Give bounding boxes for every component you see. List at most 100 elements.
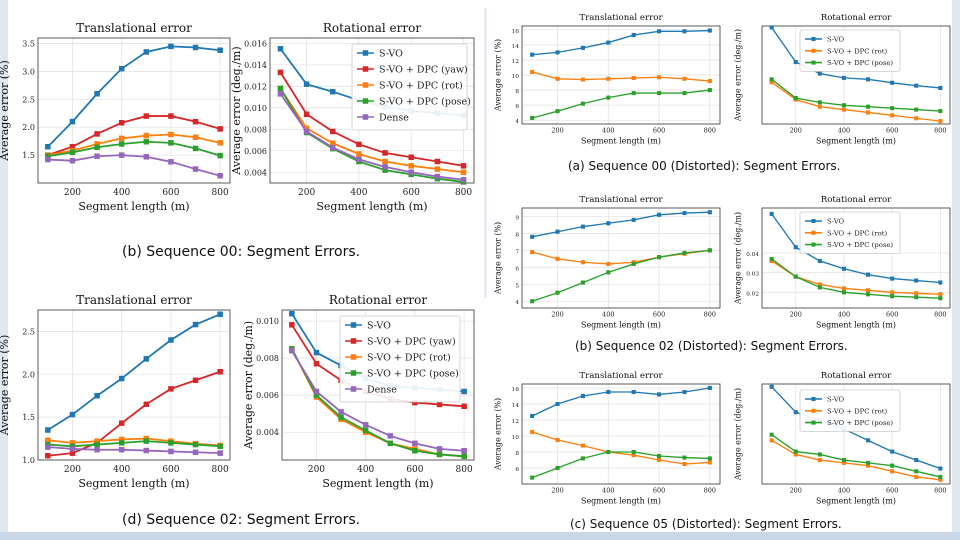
- bottom-bar: [0, 532, 960, 540]
- legend-swatch-marker: [811, 420, 816, 425]
- data-point: [530, 429, 535, 435]
- data-point: [606, 40, 611, 45]
- legend-box: [351, 43, 468, 131]
- data-point: [938, 296, 943, 301]
- x-axis-label: Segment length (m): [78, 477, 189, 490]
- data-point: [143, 438, 150, 444]
- data-point: [69, 118, 76, 125]
- data-point: [118, 65, 125, 72]
- series-line: [47, 370, 221, 457]
- data-point: [841, 290, 846, 295]
- data-point: [631, 449, 636, 455]
- series-line: [47, 154, 221, 177]
- series-line: [291, 350, 465, 452]
- data-point: [143, 138, 150, 145]
- data-point: [94, 141, 100, 147]
- legend-box: [799, 211, 901, 254]
- y-tick-label: 2.5: [22, 327, 35, 336]
- y-tick-label: 14: [512, 44, 520, 50]
- data-point: [657, 392, 662, 397]
- data-point: [817, 104, 822, 109]
- series-line: [771, 81, 941, 122]
- data-point: [938, 119, 943, 124]
- series-line: [47, 313, 221, 431]
- data-point: [313, 360, 320, 367]
- series-line: [531, 249, 710, 265]
- data-point: [436, 446, 443, 452]
- y-tick-label: 12: [512, 419, 520, 425]
- data-point: [118, 440, 125, 446]
- x-tick-label: 600: [403, 188, 420, 198]
- legend-entry: S-VO + DPC (pose): [827, 241, 893, 249]
- data-point: [461, 403, 467, 410]
- legend-entry: S-VO + DPC (pose): [367, 369, 459, 380]
- data-point: [69, 440, 76, 446]
- data-point: [45, 153, 51, 159]
- data-point: [94, 392, 100, 399]
- data-point: [769, 384, 774, 389]
- data-point: [217, 450, 223, 456]
- data-point: [890, 106, 895, 111]
- legend-swatch-marker: [811, 36, 816, 42]
- y-tick-label: 1.5: [22, 413, 35, 422]
- y-axis-label: Average error (deg./m): [733, 388, 742, 481]
- x-axis-label: Segment length (m): [322, 477, 433, 490]
- data-point: [580, 101, 585, 106]
- legend-swatch-marker: [811, 230, 816, 235]
- data-point: [555, 437, 560, 443]
- x-tick-label: 800: [456, 465, 473, 475]
- data-point: [460, 169, 467, 176]
- right-border: [952, 0, 960, 540]
- data-point: [69, 157, 76, 164]
- legend-swatch-marker: [362, 82, 369, 88]
- x-tick-label: 800: [704, 487, 716, 495]
- data-point: [434, 166, 441, 172]
- data-point: [793, 452, 798, 457]
- data-point: [606, 95, 611, 100]
- data-point: [45, 452, 51, 459]
- x-tick-label: 400: [838, 487, 850, 495]
- plot-title: Translational error: [579, 13, 663, 23]
- data-point: [338, 409, 344, 415]
- plot-frame: [521, 207, 721, 309]
- x-axis-label: Segment length (m): [78, 200, 189, 213]
- data-point: [841, 286, 846, 291]
- data-point: [530, 413, 535, 419]
- plot-title: Translational error: [76, 293, 192, 307]
- x-tick-label: 200: [308, 465, 325, 475]
- data-point: [168, 43, 174, 50]
- data-point: [434, 158, 441, 165]
- data-point: [793, 59, 798, 65]
- data-point: [530, 299, 535, 304]
- data-point: [192, 118, 199, 125]
- data-point: [94, 91, 100, 97]
- y-axis-label: Average error (%): [493, 39, 502, 112]
- data-point: [707, 28, 712, 33]
- legend-swatch-marker: [362, 114, 369, 120]
- data-point: [657, 255, 662, 260]
- data-point: [362, 427, 369, 434]
- data-point: [817, 458, 822, 463]
- data-point: [682, 455, 687, 460]
- data-point: [707, 456, 712, 461]
- caption-c-distorted: (c) Sequence 05 (Distorted): Segment Err…: [570, 517, 842, 531]
- y-tick-label: 12: [512, 59, 520, 65]
- data-point: [118, 152, 125, 158]
- x-tick-label: 600: [653, 311, 665, 319]
- data-point: [408, 169, 414, 176]
- data-point: [168, 440, 174, 446]
- data-point: [45, 156, 51, 163]
- y-tick-label: 4: [515, 300, 519, 306]
- plot-frame: [281, 309, 475, 461]
- data-point: [94, 441, 100, 448]
- data-point: [530, 475, 535, 480]
- caption-a-distorted: (a) Sequence 00 (Distorted): Segment Err…: [568, 159, 840, 173]
- data-point: [682, 91, 687, 96]
- data-point: [890, 80, 895, 85]
- data-point: [382, 150, 388, 156]
- y-tick-label: 1.0: [22, 456, 35, 465]
- y-axis-label: Average error (deg./m): [733, 29, 742, 122]
- data-point: [793, 449, 798, 454]
- data-point: [118, 135, 125, 142]
